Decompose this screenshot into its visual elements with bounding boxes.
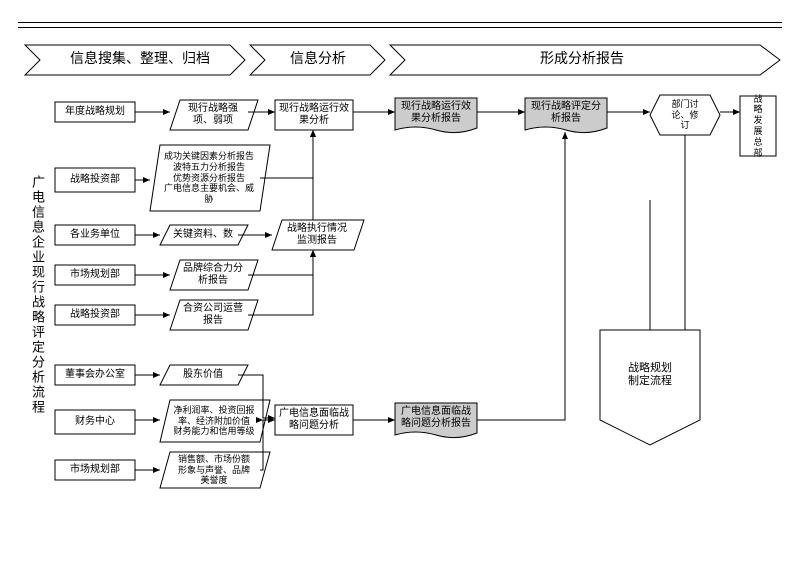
box-r6 — [55, 365, 135, 385]
box-r8 — [55, 460, 135, 480]
para-p8 — [160, 452, 270, 488]
box-r5 — [55, 305, 135, 325]
box-r2 — [55, 168, 135, 192]
diagram-canvas — [0, 0, 800, 566]
doc-d3 — [525, 98, 607, 133]
stage-chevron-1 — [250, 45, 385, 75]
edge-12 — [248, 250, 313, 275]
para-p6 — [160, 365, 248, 385]
box-m2 — [275, 405, 353, 435]
stage-chevron-0 — [25, 45, 245, 75]
box-r4 — [55, 265, 135, 285]
para-p2 — [150, 145, 270, 211]
decision — [650, 95, 720, 135]
para-p1 — [170, 100, 258, 130]
doc-d1 — [395, 98, 477, 133]
para-p5 — [170, 300, 258, 330]
box-m1 — [275, 100, 353, 130]
para-p3 — [160, 225, 248, 245]
box-r3 — [55, 225, 135, 245]
box-o4 — [740, 96, 776, 156]
para-p7 — [160, 400, 270, 442]
box-r1 — [55, 102, 135, 122]
para-p4 — [170, 260, 258, 290]
offpage — [600, 330, 700, 445]
doc-d2 — [395, 403, 477, 438]
para-pm — [272, 220, 364, 250]
box-r7 — [55, 410, 135, 434]
edge-22 — [477, 132, 565, 420]
stage-chevron-2 — [390, 45, 780, 75]
